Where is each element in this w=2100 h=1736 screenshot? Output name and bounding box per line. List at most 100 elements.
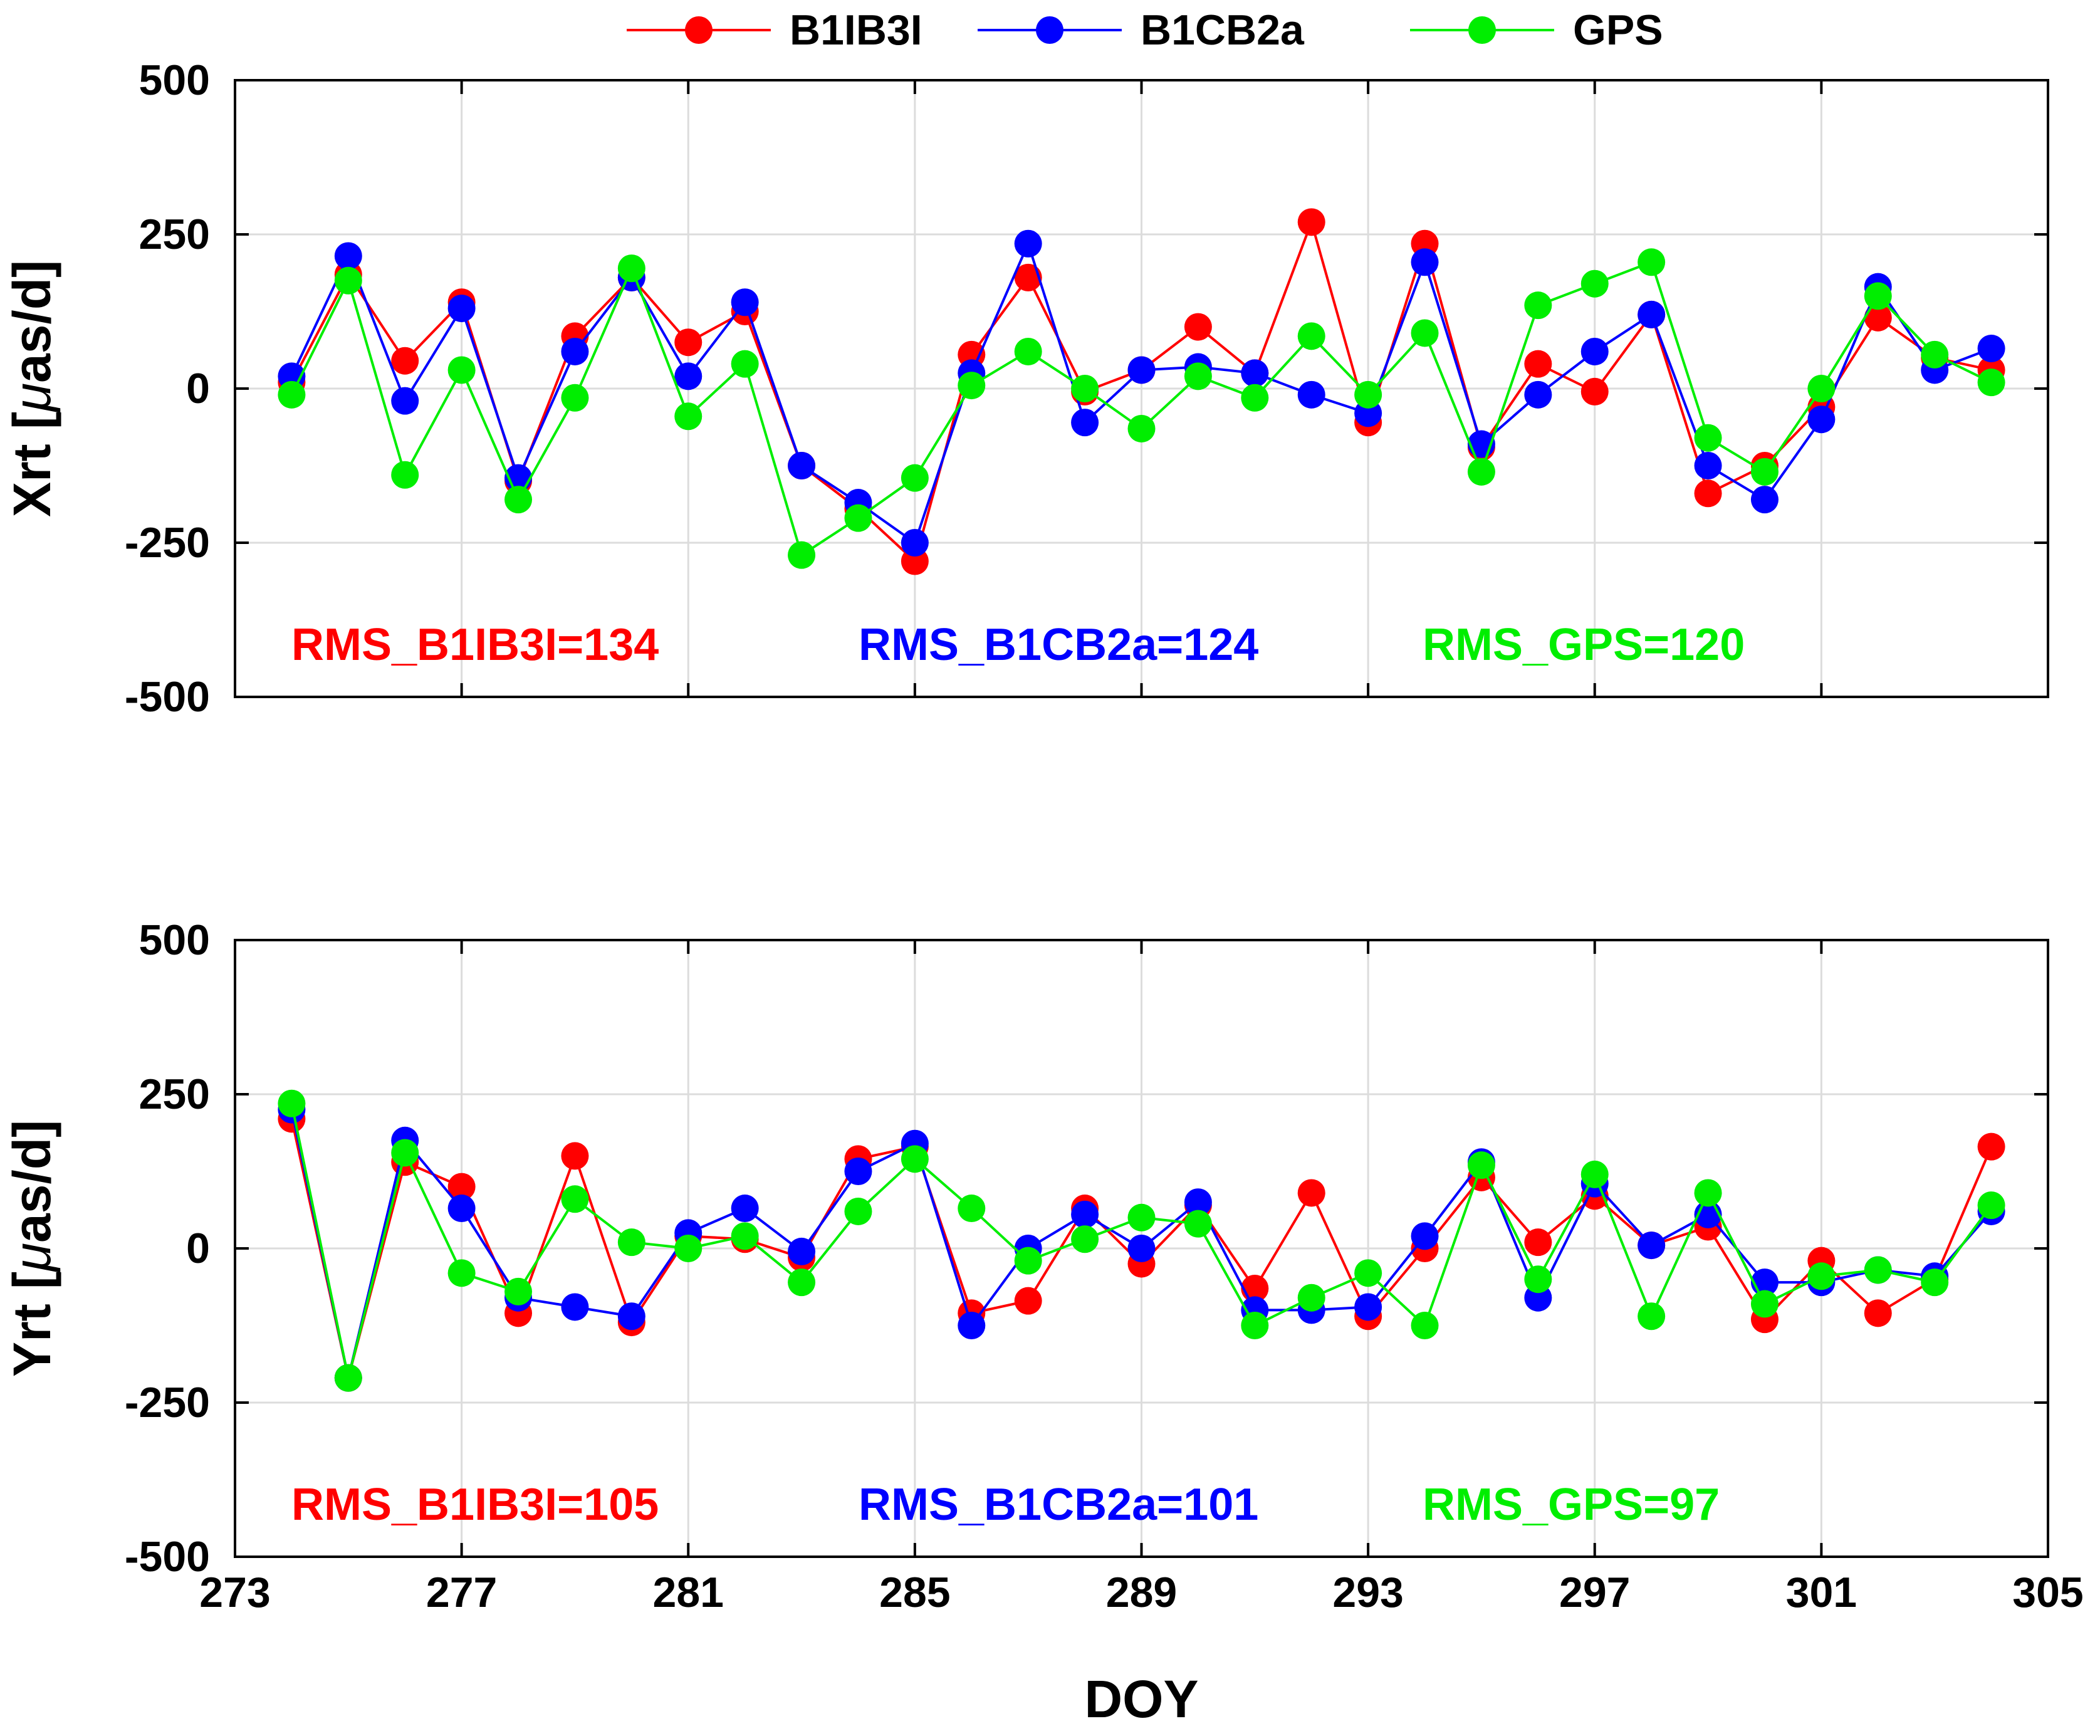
yrt-panel: -500 -250 0 250 500 273 277 281 285 289 293 297 301 3… <box>3 916 2084 1728</box>
data-point <box>1864 282 1892 310</box>
data-point <box>1354 1293 1382 1321</box>
data-point <box>788 1237 816 1265</box>
data-point <box>1071 1225 1099 1253</box>
data-point <box>1750 458 1779 486</box>
data-point <box>674 1235 703 1262</box>
data-point <box>958 1195 986 1223</box>
y-tick-label: 0 <box>186 365 210 412</box>
data-point <box>1014 263 1042 291</box>
y-tick-label: -250 <box>125 1379 210 1426</box>
xrt-panel: -500 -250 0 250 500 Xrt [μas/d] RMS_B1IB3I=134… <box>3 56 2049 721</box>
data-point <box>1297 322 1325 350</box>
y-tick-label: 250 <box>139 1070 210 1118</box>
y-axis-label-greek: μ <box>3 1243 61 1273</box>
legend-marker <box>1468 16 1496 44</box>
rms-annotation: RMS_GPS=120 <box>1423 620 1745 670</box>
data-point <box>447 295 476 323</box>
ticks: -500 -250 0 250 500 273 277 281 285 289 293 297 301 3… <box>125 916 2084 1616</box>
data-point <box>1694 424 1722 452</box>
data-point <box>1411 1312 1439 1339</box>
y-axis-label-prefix: Yrt [ <box>3 1272 61 1377</box>
data-point <box>1184 1210 1212 1238</box>
data-point <box>674 328 703 357</box>
data-point <box>1580 1160 1609 1188</box>
series-gps <box>278 248 2005 569</box>
legend-label: GPS <box>1573 6 1663 54</box>
data-point <box>391 347 419 375</box>
data-point <box>731 1222 759 1250</box>
series-gps <box>278 1089 2005 1392</box>
data-point <box>1977 1132 2005 1161</box>
data-point <box>1580 269 1609 298</box>
y-tick-label: -500 <box>125 673 210 721</box>
y-tick-label: -250 <box>125 519 210 567</box>
legend-label: B1CB2a <box>1141 6 1305 54</box>
data-point <box>1297 380 1325 409</box>
data-point <box>334 242 362 270</box>
data-point <box>1864 1256 1892 1284</box>
data-point <box>334 1364 362 1392</box>
data-point <box>1297 1284 1325 1312</box>
data-point <box>1467 1151 1495 1179</box>
data-point <box>1580 337 1609 365</box>
data-point <box>1014 1287 1042 1315</box>
rms-annotation: RMS_GPS=97 <box>1423 1480 1720 1530</box>
legend-entry-b1cb2a: B1CB2a <box>978 6 1305 54</box>
data-point <box>1127 1203 1156 1231</box>
data-point <box>1524 1228 1552 1257</box>
rms-annotations: RMS_B1IB3I=134 RMS_B1CB2a=124 RMS_GPS=120 <box>291 620 1745 670</box>
y-tick-label: 0 <box>186 1225 210 1272</box>
data-point <box>1977 369 2005 397</box>
data-point <box>1127 356 1156 384</box>
legend-entry-b1ib3i: B1IB3I <box>627 6 922 54</box>
data-point <box>1184 313 1212 341</box>
data-point <box>561 1142 589 1170</box>
y-axis-label: Yrt [μas/d] <box>3 1120 61 1377</box>
data-point <box>731 288 759 316</box>
ticks: -500 -250 0 250 500 <box>125 56 2049 721</box>
rms-annotation: RMS_B1IB3I=105 <box>291 1480 659 1530</box>
data-point <box>788 452 816 479</box>
data-point <box>391 387 419 415</box>
data-point <box>334 266 362 295</box>
data-point <box>731 350 759 378</box>
data-point <box>674 402 703 431</box>
y-axis-label: Xrt [μas/d] <box>3 260 61 517</box>
data-point <box>1807 375 1836 402</box>
data-point <box>1524 380 1552 409</box>
data-point <box>617 1228 645 1257</box>
data-point <box>844 1197 872 1225</box>
rms-annotation: RMS_B1CB2a=124 <box>859 620 1258 670</box>
y-tick-label: 250 <box>139 211 210 258</box>
x-tick-label: 289 <box>1106 1569 1177 1616</box>
data-point <box>1241 384 1269 412</box>
data-point <box>1127 1235 1156 1262</box>
legend-marker <box>1036 16 1063 44</box>
data-point <box>1977 1191 2005 1220</box>
data-point <box>447 1259 476 1287</box>
data-point <box>901 1145 929 1173</box>
data-point <box>504 486 533 514</box>
data-point <box>561 1185 589 1213</box>
data-point <box>1694 452 1722 479</box>
data-point <box>1411 319 1439 347</box>
rms-annotation: RMS_B1CB2a=101 <box>859 1480 1258 1530</box>
x-tick-label: 301 <box>1786 1569 1857 1616</box>
legend-entry-gps: GPS <box>1410 6 1663 54</box>
data-point <box>1297 208 1325 236</box>
data-point <box>1014 229 1042 258</box>
y-axis-label-prefix: Xrt [ <box>3 412 61 517</box>
data-point <box>1184 1188 1212 1216</box>
rms-annotations: RMS_B1IB3I=105 RMS_B1CB2a=101 RMS_GPS=97 <box>291 1480 1720 1530</box>
data-point <box>1241 1312 1269 1339</box>
x-tick-label: 305 <box>2012 1569 2083 1616</box>
data-point <box>1807 1262 1836 1290</box>
data-point <box>1750 486 1779 514</box>
y-axis-label-suffix: as/d] <box>3 1120 61 1243</box>
data-point <box>1241 359 1269 387</box>
data-point <box>504 1277 533 1305</box>
data-point <box>788 1268 816 1297</box>
data-point <box>1411 248 1439 276</box>
data-point <box>1524 1265 1552 1294</box>
